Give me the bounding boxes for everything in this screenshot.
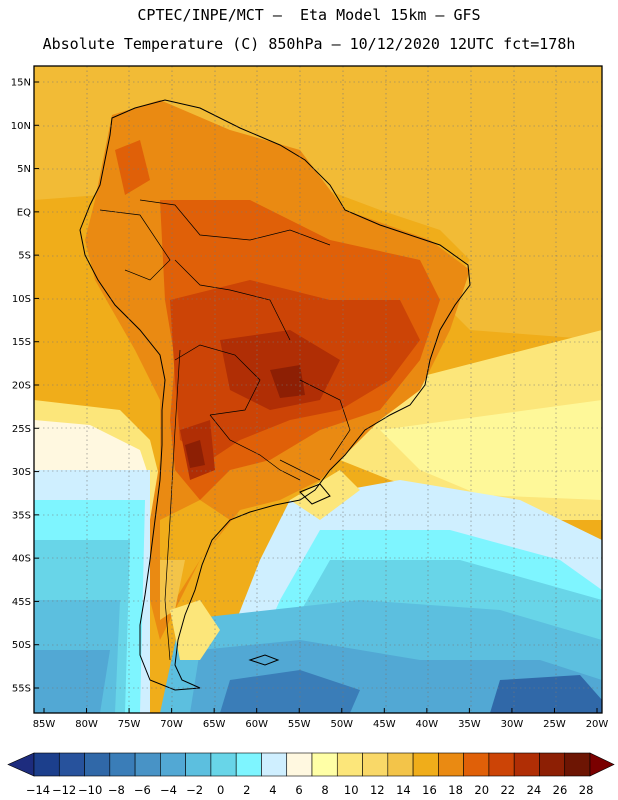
colorbar-swatch (463, 752, 490, 777)
colorbar-label: 16 (422, 783, 437, 797)
colorbar-label: 12 (370, 783, 385, 797)
lon-label-50w: 50W (330, 719, 353, 730)
lon-label-55w: 55W (288, 719, 311, 730)
lat-label-50s: 50S (12, 640, 31, 651)
lat-label-30s: 30S (12, 467, 31, 478)
colorbar-label: 26 (553, 783, 568, 797)
colorbar-label: −12 (52, 783, 76, 797)
lon-label-80w: 80W (75, 719, 98, 730)
coastline (79, 99, 471, 691)
colorbar-swatch (109, 752, 136, 777)
colorbar-label: −6 (134, 783, 151, 797)
colorbar-swatch (564, 752, 591, 777)
colorbar-label: 6 (295, 783, 302, 797)
colorbar-swatch (84, 752, 111, 777)
lon-label-25w: 25W (543, 719, 566, 730)
lat-label-55s: 55S (12, 684, 31, 695)
colorbar-label: −4 (160, 783, 177, 797)
colorbar: −14 −12 −10 −8 −6 −4 −2 0 2 4 6 8 10 12 14 16 18 20 22 24 26… (7, 752, 615, 797)
plot-frame (33, 65, 603, 714)
colorbar-swatch (362, 752, 389, 777)
lon-label-60w: 60W (245, 719, 268, 730)
chart-title-line-1: CPTEC/INPE/MCT – Eta Model 15km – GFS (137, 6, 481, 24)
lon-label-85w: 85W (33, 719, 56, 730)
colorbar-left-arrow (7, 752, 35, 777)
colorbar-swatch (539, 752, 566, 777)
lat-label-eq: EQ (17, 207, 31, 218)
lon-label-65w: 65W (203, 719, 226, 730)
lon-label-70w: 70W (160, 719, 183, 730)
country-borders (99, 199, 351, 661)
colorbar-label: 24 (527, 783, 542, 797)
colorbar-swatch (134, 752, 161, 777)
lat-label-10n: 10N (11, 121, 31, 132)
lat-label-40s: 40S (12, 554, 31, 565)
lat-label-15n: 15N (11, 78, 31, 89)
colorbar-swatch (387, 752, 414, 777)
lat-label-10s: 10S (12, 294, 31, 305)
colorbar-swatch (185, 752, 212, 777)
colorbar-swatch (235, 752, 262, 777)
colorbar-label: 8 (321, 783, 328, 797)
colorbar-label: −10 (78, 783, 102, 797)
lon-label-45w: 45W (373, 719, 396, 730)
lon-label-75w: 75W (118, 719, 141, 730)
colorbar-swatch (412, 752, 439, 777)
graticule (34, 66, 602, 713)
colorbar-right-arrow (589, 752, 615, 777)
lat-label-35s: 35S (12, 510, 31, 521)
lat-label-15s: 15S (12, 337, 31, 348)
colorbar-swatch (311, 752, 338, 777)
colorbar-swatch (513, 752, 540, 777)
lat-label-45s: 45S (12, 597, 31, 608)
temperature-field (34, 66, 602, 713)
colorbar-swatch (438, 752, 464, 777)
colorbar-swatch (33, 752, 60, 777)
chart-title-line-2: Absolute Temperature (C) 850hPa – 10/12/… (42, 35, 576, 53)
longitude-labels: 85W 80W 75W 70W 65W 60W 55W 50W 45W 40W 35W 30W 25W 2… (33, 708, 609, 730)
colorbar-label: −14 (26, 783, 50, 797)
colorbar-swatch (160, 752, 186, 777)
colorbar-swatch (286, 752, 313, 777)
colorbar-label: −2 (186, 783, 203, 797)
lat-label-20s: 20S (12, 381, 31, 392)
colorbar-swatch (336, 752, 363, 777)
colorbar-label: 10 (344, 783, 359, 797)
lon-label-20w: 20W (586, 719, 609, 730)
colorbar-label: 0 (217, 783, 224, 797)
colorbar-swatch (210, 752, 237, 777)
colorbar-label: 2 (243, 783, 250, 797)
latitude-labels: 15N 10N 5N EQ 5S 10S 15S 20S 25S 30S 35S 40S 45S 50S 5… (11, 78, 39, 695)
colorbar-label: 20 (474, 783, 489, 797)
colorbar-label: 18 (448, 783, 463, 797)
lat-label-5n: 5N (17, 164, 31, 175)
colorbar-swatch (58, 752, 85, 777)
lat-label-25s: 25S (12, 424, 31, 435)
colorbar-label: 28 (579, 783, 594, 797)
colorbar-swatch (261, 752, 288, 777)
lon-label-40w: 40W (416, 719, 439, 730)
colorbar-label: 14 (396, 783, 411, 797)
lon-label-30w: 30W (501, 719, 524, 730)
colorbar-label: 22 (500, 783, 515, 797)
colorbar-swatch (488, 752, 515, 777)
colorbar-label: 4 (269, 783, 276, 797)
colorbar-label: −8 (108, 783, 125, 797)
lon-label-35w: 35W (458, 719, 481, 730)
lat-label-5s: 5S (18, 251, 31, 262)
